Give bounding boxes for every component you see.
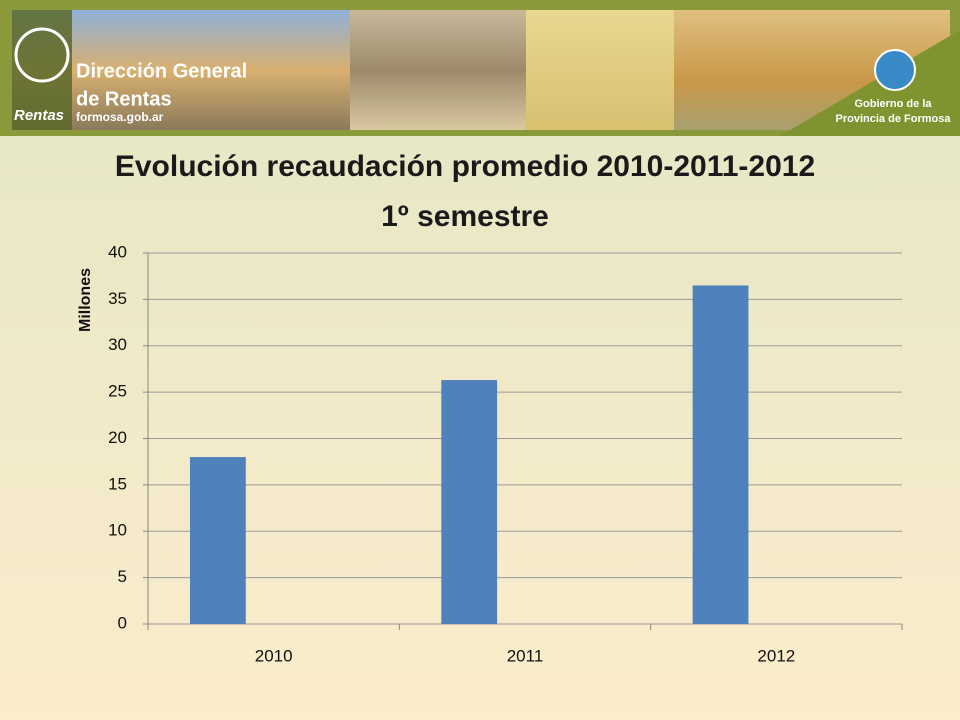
y-tick-label: 25 xyxy=(108,382,127,401)
x-tick-label: 2011 xyxy=(507,646,544,665)
y-axis-label: Millones xyxy=(77,268,94,332)
y-tick-label: 30 xyxy=(108,335,127,354)
y-tick-label: 0 xyxy=(118,613,127,632)
banner-swoosh xyxy=(780,30,960,136)
chart-subtitle: 1º semestre xyxy=(381,200,549,233)
gov-emblem xyxy=(874,49,916,91)
org-site: formosa.gob.ar xyxy=(76,110,164,124)
photo xyxy=(526,10,676,130)
y-tick-label: 15 xyxy=(108,474,127,493)
logo-text: Rentas xyxy=(14,107,64,124)
logo-seal xyxy=(14,27,70,83)
bar xyxy=(189,457,246,624)
y-tick-label: 40 xyxy=(108,242,127,261)
chart-title: Evolución recaudación promedio 2010-2011… xyxy=(115,150,815,183)
header-banner: Rentas Dirección General de Rentas formo… xyxy=(0,0,960,136)
gov-line1: Gobierno de la xyxy=(854,98,932,110)
gov-line2: Provincia de Formosa xyxy=(836,113,952,125)
photo xyxy=(350,10,528,130)
y-tick-label: 10 xyxy=(108,521,127,540)
y-tick-label: 35 xyxy=(108,289,127,308)
org-line2: de Rentas xyxy=(76,88,172,110)
y-tick-label: 20 xyxy=(108,428,127,447)
bar xyxy=(692,285,749,624)
x-tick-label: 2012 xyxy=(757,646,795,665)
bar xyxy=(441,380,498,624)
x-tick-label: 2010 xyxy=(255,646,293,665)
org-line1: Dirección General xyxy=(76,60,247,82)
y-tick-label: 5 xyxy=(118,567,127,586)
